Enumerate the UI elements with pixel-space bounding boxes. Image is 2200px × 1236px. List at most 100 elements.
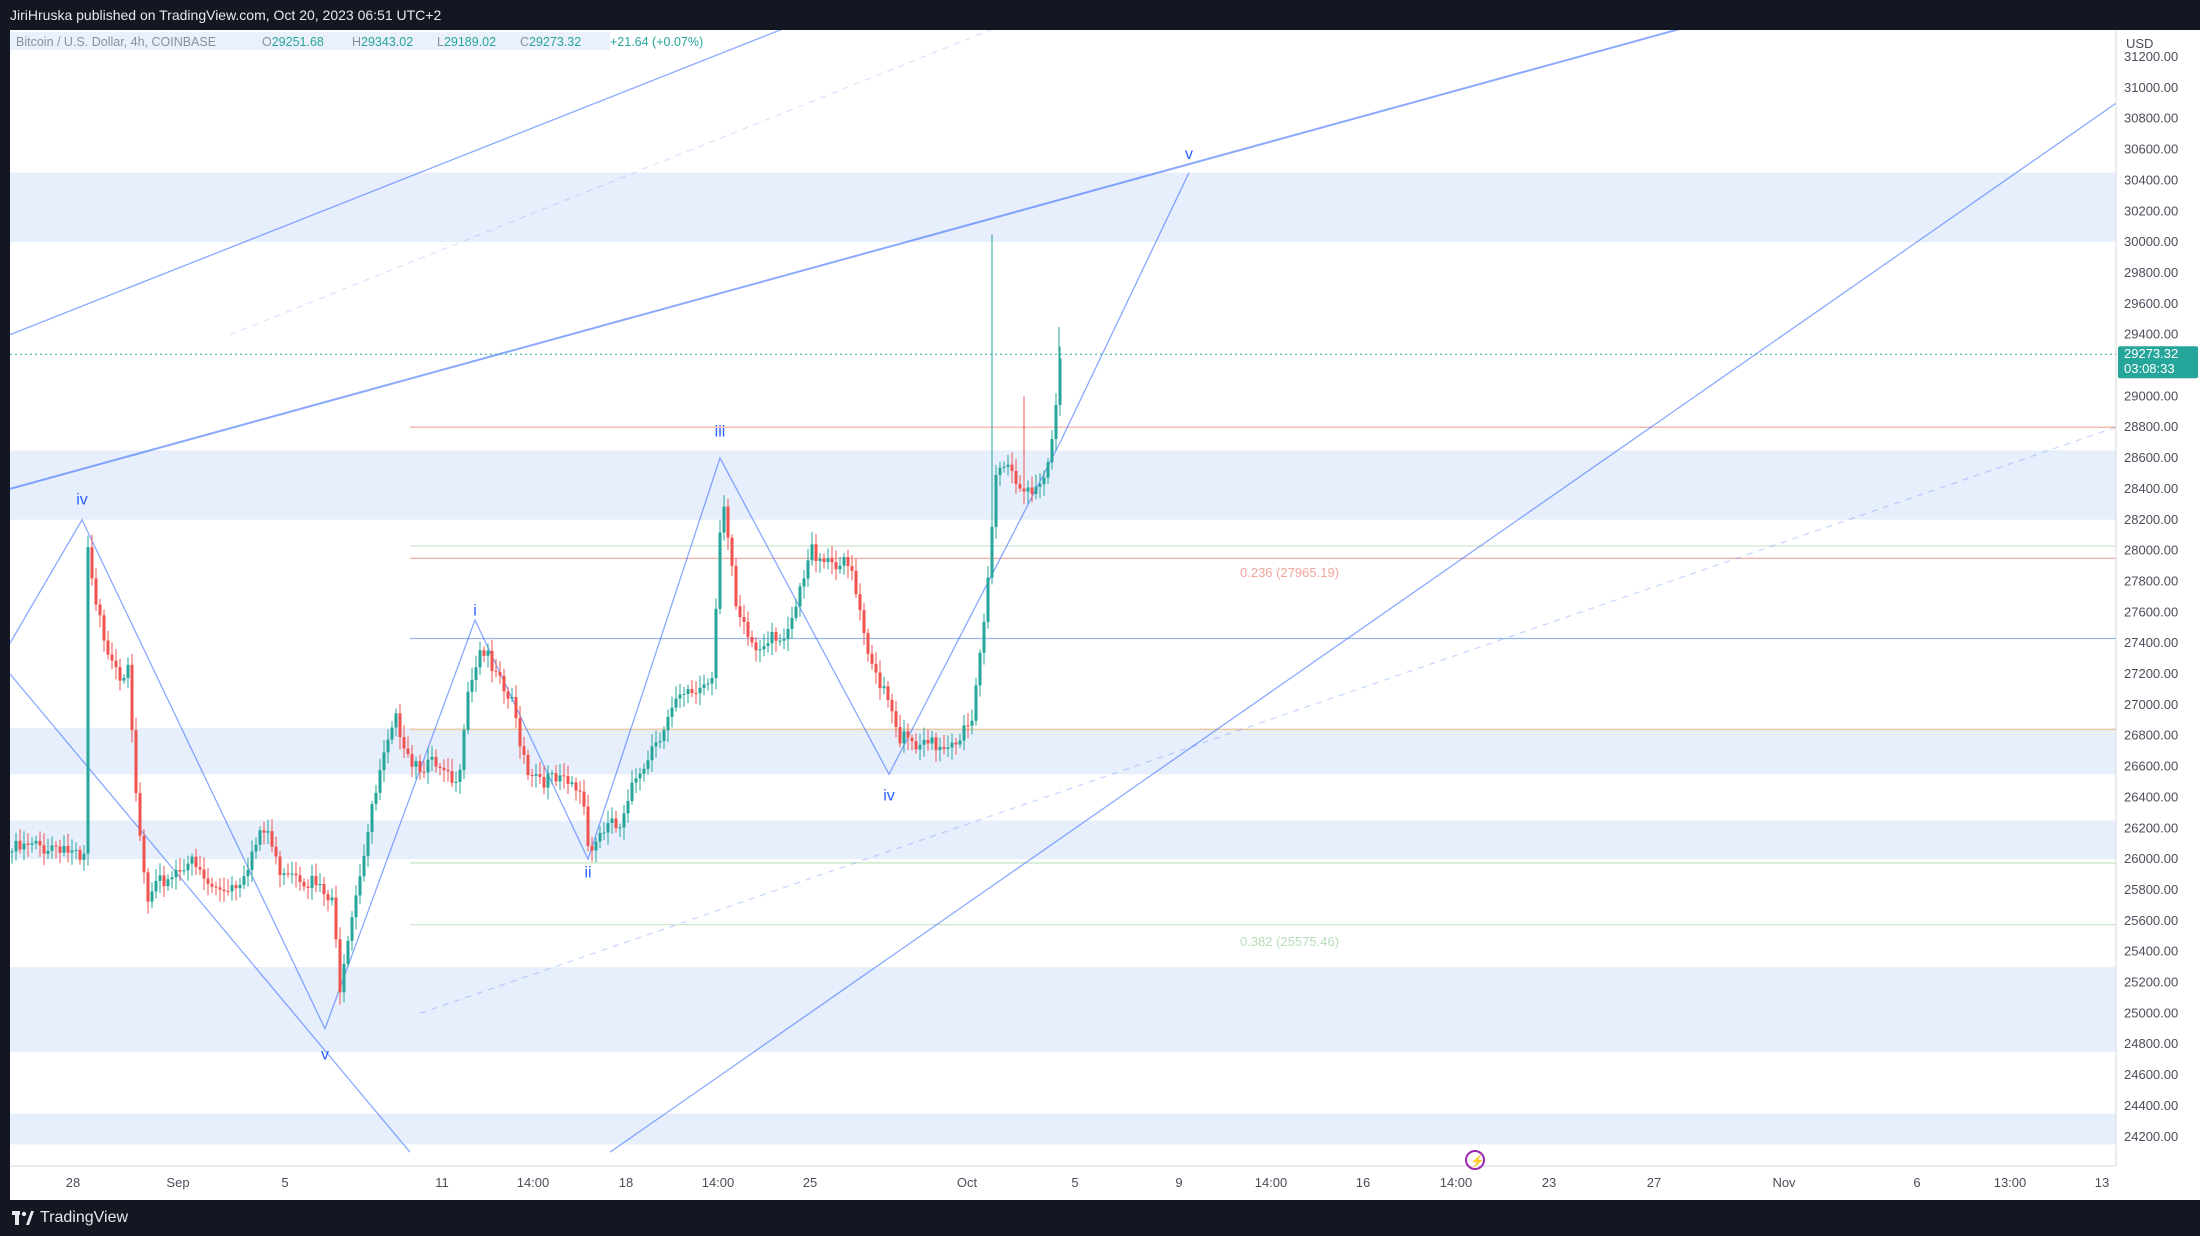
candle-body	[986, 577, 990, 622]
candle-body	[554, 773, 558, 782]
candle-body	[630, 782, 634, 802]
candle-body	[1002, 466, 1006, 468]
candle-body	[126, 664, 130, 678]
wave-label: iii	[715, 423, 726, 440]
lightning-icon[interactable]	[1465, 1150, 1485, 1170]
candle-body	[790, 617, 794, 629]
candle-body	[574, 782, 578, 791]
price-tick: 30400.00	[2124, 172, 2178, 187]
candle-body	[310, 875, 314, 888]
lightning-glyph: ⚡	[1470, 1154, 1485, 1168]
candle-body	[586, 806, 590, 846]
candle-body	[1010, 464, 1014, 471]
candle-body	[42, 845, 46, 854]
price-tick: 27000.00	[2124, 697, 2178, 712]
candle-body	[370, 804, 374, 833]
candle-body	[962, 725, 966, 741]
candle-body	[722, 506, 726, 533]
candle-body	[618, 827, 622, 829]
candle-body	[634, 778, 638, 783]
candle-body	[206, 878, 210, 884]
candle-body	[706, 683, 710, 685]
candle-body	[402, 737, 406, 749]
candle-body	[338, 939, 342, 993]
candle-body	[978, 652, 982, 686]
candle-body	[342, 963, 346, 993]
candle-body	[858, 594, 862, 611]
bar-countdown: 03:08:33	[2124, 361, 2175, 376]
candle-body	[30, 843, 34, 845]
candle-body	[234, 885, 238, 889]
time-tick: 23	[1542, 1175, 1556, 1190]
candle-body	[602, 832, 606, 834]
candle-body	[782, 639, 786, 641]
candle-body	[914, 741, 918, 750]
candle-body	[354, 895, 358, 918]
candle-body	[298, 875, 302, 882]
candle-body	[698, 687, 702, 694]
candle-body	[494, 671, 498, 673]
candle-body	[382, 752, 386, 771]
candle-body	[290, 873, 294, 875]
candle-body	[646, 760, 650, 769]
candle-body	[142, 835, 146, 873]
wave-label: v	[1185, 146, 1193, 163]
price-tick: 27800.00	[2124, 573, 2178, 588]
candle-body	[762, 645, 766, 650]
candle-body	[46, 850, 50, 854]
time-axis[interactable]	[10, 1166, 2200, 1200]
candle-body	[154, 880, 158, 892]
candle-body	[694, 693, 698, 695]
footer-bar: TradingView	[0, 1200, 2200, 1236]
price-axis[interactable]	[2116, 30, 2200, 1166]
support-resistance-zone	[10, 967, 2116, 1052]
legend-close: 29273.32	[529, 35, 581, 49]
time-tick: 14:00	[1440, 1175, 1473, 1190]
candle-body	[82, 853, 86, 860]
tradingview-logo[interactable]: TradingView	[12, 1209, 128, 1227]
last-price-tag	[2118, 346, 2198, 379]
candle-body	[1058, 358, 1062, 406]
candle-body	[102, 615, 106, 641]
candle-body	[982, 621, 986, 653]
candle-body	[166, 879, 170, 887]
candle-body	[550, 773, 554, 775]
time-tick: 6	[1913, 1175, 1920, 1190]
candle-body	[286, 873, 290, 875]
candle-body	[794, 606, 798, 618]
candle-body	[194, 856, 198, 868]
candle-body	[1030, 487, 1034, 494]
tv-icon	[12, 1211, 34, 1225]
candle-body	[682, 694, 686, 696]
price-tick: 29400.00	[2124, 327, 2178, 342]
candle-body	[582, 791, 586, 807]
candle-body	[498, 671, 502, 676]
time-tick: Oct	[957, 1175, 978, 1190]
candle-body	[642, 768, 646, 774]
price-tick: 30600.00	[2124, 142, 2178, 157]
candle-body	[846, 557, 850, 567]
time-tick: 11	[435, 1175, 449, 1190]
candle-body	[1014, 470, 1018, 484]
candle-body	[446, 769, 450, 772]
candle-body	[510, 696, 514, 699]
candle-body	[1042, 477, 1046, 485]
candle-body	[70, 850, 74, 853]
candle-body	[734, 565, 738, 607]
candle-body	[230, 885, 234, 892]
candle-body	[742, 617, 746, 622]
candle-body	[878, 672, 882, 689]
candle-body	[530, 775, 534, 777]
candle-body	[514, 696, 518, 718]
legend: Bitcoin / U.S. Dollar, 4h, COINBASE O292…	[16, 35, 703, 49]
candle-body	[538, 774, 542, 778]
candle-body	[638, 773, 642, 779]
candle-body	[398, 713, 402, 738]
candle-body	[970, 720, 974, 726]
candle-body	[1026, 487, 1030, 492]
candle-body	[918, 744, 922, 750]
candle-body	[418, 761, 422, 772]
time-tick: 14:00	[702, 1175, 735, 1190]
candle-body	[262, 830, 266, 833]
